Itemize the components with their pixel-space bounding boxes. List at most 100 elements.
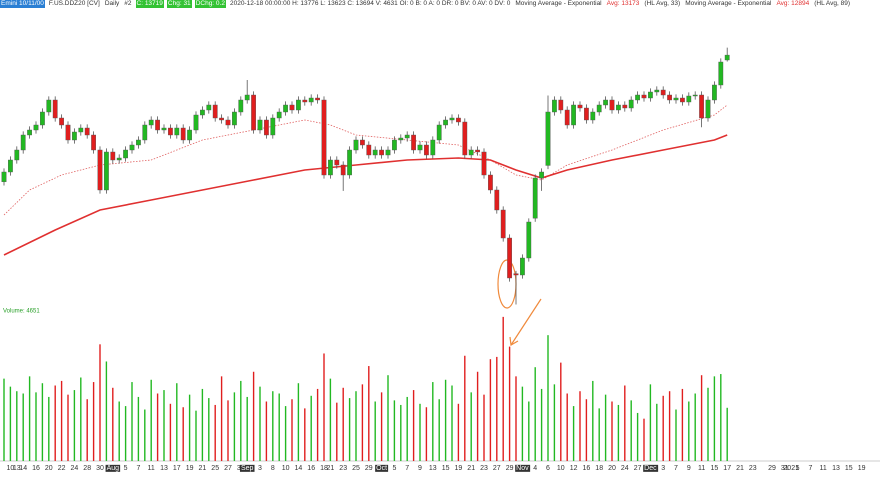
candle-body <box>353 139 359 151</box>
x-tick-label: 29 <box>365 465 373 472</box>
annotation-arrow <box>510 298 542 346</box>
candle-body <box>424 144 429 156</box>
x-tick-label: 30 <box>96 465 104 472</box>
x-tick-label: 11 <box>148 465 155 472</box>
candle-body <box>264 119 269 136</box>
x-tick-label: 10 <box>557 465 565 472</box>
candle-body <box>328 159 333 176</box>
x-tick-label: 27 <box>634 465 642 472</box>
x-tick-label: 25 <box>352 465 360 472</box>
x-tick-highlight <box>643 464 659 472</box>
header-item: (HL Avg, 33) <box>644 0 681 7</box>
x-tick-label: 27 <box>224 465 232 472</box>
candle-body <box>212 104 218 119</box>
chart-header: Emini 10/11/00 F.US.DDZ20 [CV] Daily #2 C: 1… <box>0 0 851 8</box>
x-tick-label: 5 <box>124 465 128 472</box>
candle-body <box>206 104 212 111</box>
x-tick-label: 24 <box>71 465 79 472</box>
candle-body <box>116 157 122 161</box>
x-tick-label: 2021 <box>783 465 799 472</box>
candle-body <box>456 117 461 123</box>
candle-body <box>622 104 628 109</box>
x-tick-label: 15 <box>845 465 853 472</box>
x-tick-label: 18 <box>595 465 603 472</box>
candle-body <box>135 139 141 146</box>
candle-body <box>59 117 65 126</box>
candle-body <box>488 174 493 191</box>
x-tick-label: 17 <box>173 465 181 472</box>
candle-body <box>564 109 570 126</box>
x-tick-label: 9 <box>418 465 422 472</box>
candle-body <box>584 107 589 121</box>
candle-body <box>187 129 192 141</box>
candle-body <box>308 97 314 103</box>
x-tick-label: 11 <box>820 465 827 472</box>
x-tick-label: 28 <box>83 465 91 472</box>
candle-body <box>699 94 705 119</box>
x-tick-label: 21 <box>327 465 335 472</box>
candle-body <box>372 149 378 156</box>
candle-body <box>321 99 327 176</box>
candle-body <box>462 121 468 156</box>
x-tick-label: 7 <box>405 465 409 472</box>
header-item: DChg: 0.2 <box>194 0 226 8</box>
candle-body <box>609 99 615 111</box>
candle-body <box>360 139 365 146</box>
x-tick-label: 23 <box>480 465 488 472</box>
x-tick-label: 13 <box>160 465 168 472</box>
x-tick-label: 10 <box>282 465 290 472</box>
candle-body <box>590 111 596 121</box>
x-tick-highlight <box>375 464 389 472</box>
x-tick-label: 9 <box>687 465 691 472</box>
candle-body <box>398 137 404 141</box>
x-tick-label: 8 <box>271 465 275 472</box>
candle-body <box>40 111 45 126</box>
header-item: Moving Average - Exponential <box>685 0 772 7</box>
x-tick-label: 16 <box>307 465 315 472</box>
candle-body <box>603 99 609 106</box>
candle-body <box>552 99 557 113</box>
x-tick-label: Oct <box>376 465 387 472</box>
x-tick-label: 21 <box>736 465 744 472</box>
header-item: Emini 10/11/00 <box>0 0 45 8</box>
candle-body <box>334 159 340 166</box>
x-tick-label: 5 <box>796 465 800 472</box>
candle-body <box>417 144 423 151</box>
candle-body <box>296 99 301 111</box>
x-tick-label: 5 <box>392 465 396 472</box>
candle-body <box>27 129 32 136</box>
candle-body <box>577 104 583 109</box>
candle-body <box>225 119 231 126</box>
candle-body <box>366 144 372 156</box>
candle-body <box>385 149 391 156</box>
candle-body <box>167 127 173 136</box>
candle-body <box>673 97 679 101</box>
candle-body <box>78 127 84 133</box>
x-tick-label: 24 <box>621 465 629 472</box>
candle-body <box>494 189 500 211</box>
x-tick-label: 11 <box>698 465 705 472</box>
candle-body <box>500 209 506 239</box>
candle-body <box>718 61 724 86</box>
header-item: #2 <box>124 0 132 7</box>
candle-body <box>648 91 653 99</box>
candle-body <box>404 134 410 139</box>
candle-body <box>520 257 525 276</box>
x-tick-label: 18 <box>320 465 328 472</box>
candle-body <box>110 151 116 161</box>
x-tick-label: 12 <box>570 465 578 472</box>
candle-body <box>315 97 320 101</box>
x-tick-label: 7 <box>136 465 140 472</box>
x-tick-highlight <box>515 464 531 472</box>
candle-body <box>71 131 77 141</box>
candle-body <box>379 149 384 156</box>
candle-body <box>123 149 129 159</box>
x-tick-label: 14 <box>295 465 303 472</box>
candle-body <box>14 149 20 161</box>
candle-body <box>174 127 180 136</box>
x-tick-label: 16 <box>583 465 591 472</box>
x-tick-label: 14 <box>19 465 27 472</box>
